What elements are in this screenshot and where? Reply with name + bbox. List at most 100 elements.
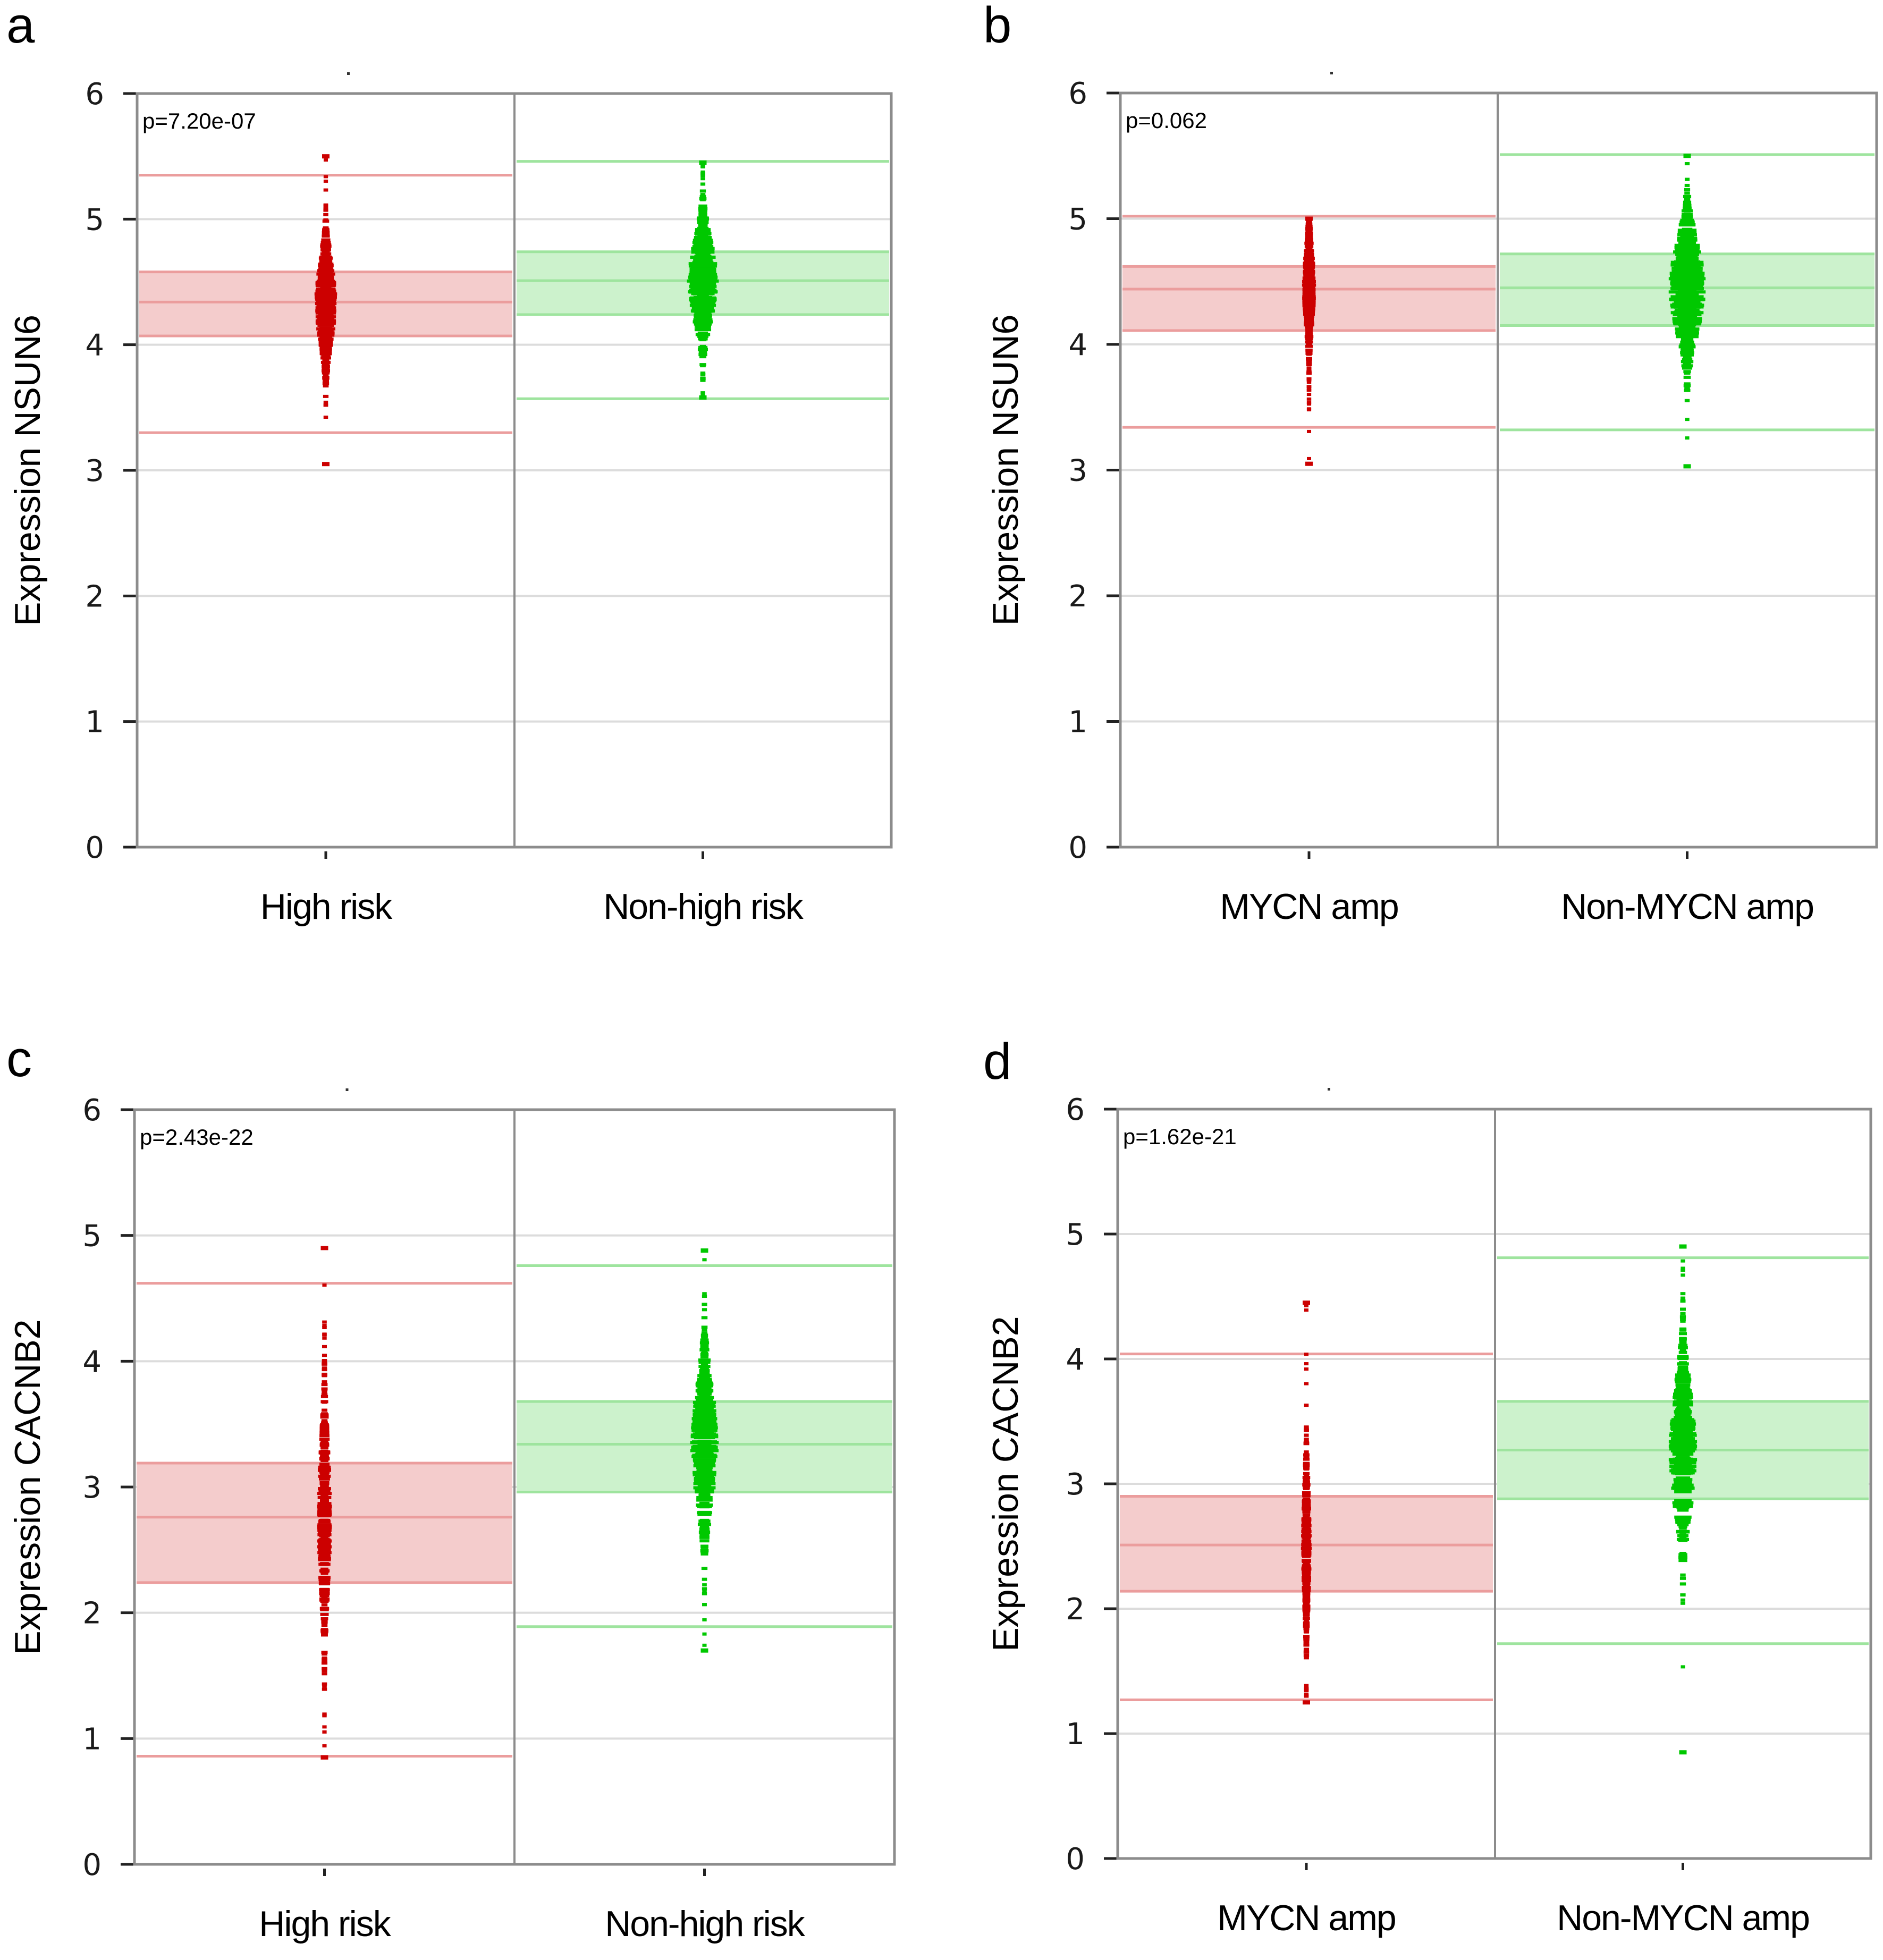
data-point: [1304, 318, 1314, 322]
data-point: [1681, 1259, 1685, 1263]
data-point: [697, 1523, 712, 1526]
data-point: [1679, 257, 1695, 261]
y-tick-label: 4: [1068, 328, 1087, 362]
x-category-label: Non-high risk: [605, 1904, 806, 1944]
data-point: [322, 234, 330, 238]
data-point: [1678, 253, 1696, 257]
data-point: [695, 1413, 714, 1417]
data-point: [1669, 1444, 1697, 1448]
data-point: [322, 1684, 327, 1687]
data-point: [1677, 284, 1697, 288]
data-point: [322, 1345, 327, 1348]
data-point: [1303, 1599, 1310, 1602]
data-point: [1304, 323, 1314, 327]
y-tick-label: 6: [1068, 77, 1087, 111]
data-point: [1303, 1532, 1310, 1536]
data-point: [1680, 1299, 1686, 1303]
data-point: [320, 1608, 329, 1611]
y-tick-label: 0: [1068, 831, 1087, 865]
data-point: [1684, 183, 1690, 187]
data-point: [690, 1449, 719, 1452]
data-point: [1303, 1568, 1310, 1572]
data-point: [1679, 303, 1695, 307]
data-point: [1672, 1420, 1694, 1423]
data-point: [1306, 229, 1312, 233]
data-point: [695, 310, 711, 314]
data-point: [1677, 1362, 1688, 1366]
y-tick-label: 6: [1066, 1093, 1085, 1127]
data-point: [1306, 397, 1312, 401]
data-point: [702, 1292, 707, 1296]
data-point: [700, 170, 705, 174]
title-dot: [1330, 72, 1333, 74]
data-point: [1675, 293, 1699, 297]
data-point: [322, 255, 330, 259]
data-point: [1302, 1608, 1311, 1611]
data-point: [1676, 334, 1699, 337]
data-point: [320, 1493, 328, 1497]
data-point: [321, 1603, 328, 1607]
data-point: [699, 189, 706, 193]
data-point: [1305, 247, 1313, 250]
data-point: [320, 360, 331, 364]
x-category-label: High risk: [260, 886, 393, 927]
data-point: [322, 1712, 327, 1716]
data-point: [699, 210, 706, 214]
data-point: [1678, 1539, 1688, 1542]
data-point: [316, 272, 335, 276]
data-point: [318, 337, 334, 341]
data-point: [320, 1442, 329, 1446]
data-point: [322, 359, 330, 362]
data-point: [320, 1529, 329, 1533]
data-point: [1302, 1574, 1311, 1577]
data-point: [693, 303, 713, 307]
data-point: [1304, 1404, 1309, 1407]
data-point: [695, 237, 711, 241]
group-non-mycn-amp: Non-MYCN amp: [1500, 153, 1874, 927]
data-point: [1680, 1319, 1686, 1323]
data-point: [698, 353, 707, 357]
data-point: [1669, 298, 1705, 302]
data-point: [1675, 1383, 1691, 1387]
data-point: [1304, 1362, 1309, 1366]
y-tick-label: 6: [82, 1093, 102, 1128]
data-point: [320, 1485, 329, 1489]
data-point: [696, 1410, 713, 1414]
data-point: [1676, 1452, 1690, 1456]
data-point: [319, 1467, 330, 1471]
data-point: [322, 1652, 327, 1655]
data-point: [1670, 311, 1704, 315]
data-point: [1684, 198, 1691, 201]
data-point: [1305, 326, 1313, 330]
data-point: [315, 295, 336, 299]
data-point: [1680, 1573, 1686, 1577]
panel-letter: c: [6, 1030, 32, 1087]
data-point: [1680, 1556, 1686, 1559]
data-point: [1675, 1413, 1691, 1416]
data-point: [1302, 1547, 1311, 1551]
data-point: [318, 1558, 331, 1561]
data-point: [1684, 399, 1690, 402]
data-point: [1305, 263, 1313, 267]
data-point: [696, 1496, 713, 1499]
data-point: [1682, 216, 1693, 220]
data-point: [1671, 269, 1703, 273]
data-point: [697, 1392, 712, 1396]
data-point: [316, 309, 335, 312]
data-point: [701, 1527, 708, 1531]
data-point: [696, 1464, 713, 1467]
y-tick-label: 3: [85, 454, 104, 488]
data-point: [1305, 332, 1313, 336]
data-point: [1672, 263, 1702, 266]
data-point: [696, 1498, 713, 1502]
data-point: [1302, 1513, 1311, 1517]
data-point: [700, 174, 705, 178]
data-point: [702, 1643, 707, 1647]
data-point: [697, 226, 709, 230]
data-point: [318, 1512, 331, 1516]
data-point: [698, 1361, 711, 1364]
data-point: [700, 1362, 708, 1366]
data-point: [693, 1459, 716, 1463]
data-point: [1306, 344, 1312, 348]
data-point: [319, 1470, 330, 1474]
